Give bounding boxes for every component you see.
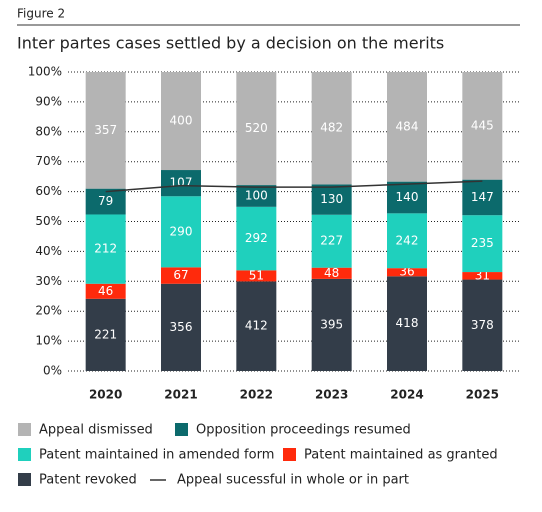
legend-swatch [18, 423, 31, 436]
y-tick-label: 50% [35, 214, 62, 228]
bar-segment [236, 270, 277, 282]
data-label: 445 [471, 118, 494, 132]
bar-segment [236, 72, 277, 186]
bar-segment [236, 206, 277, 271]
data-label: 46 [98, 284, 113, 298]
legend-label: Appeal dismissed [39, 423, 153, 438]
data-label: 221 [94, 327, 117, 341]
data-label: 356 [170, 320, 193, 334]
bar-segment [311, 278, 352, 371]
bar-segment [311, 72, 352, 185]
bar-segment [85, 214, 126, 284]
data-label: 520 [245, 121, 268, 135]
line [105, 180, 483, 193]
bar-segment [387, 276, 427, 371]
data-label: 235 [471, 236, 494, 250]
bar-segment [462, 179, 503, 216]
bar-segment [387, 181, 427, 214]
bar-segment [311, 214, 352, 268]
bar-segment [161, 170, 201, 197]
figure-label: Figure 2 [17, 7, 65, 21]
data-label: 242 [396, 233, 419, 247]
bar-segment [161, 72, 201, 171]
y-tick-label: 90% [35, 94, 62, 108]
x-tick-label: 2022 [240, 388, 273, 402]
y-tick-label: 20% [35, 304, 62, 318]
y-tick-label: 10% [35, 334, 62, 348]
bar-segment [236, 281, 277, 371]
x-tick-label: 2020 [89, 388, 122, 402]
y-tick-label: 70% [35, 154, 62, 168]
bar-segment [311, 267, 352, 279]
bar-segment [161, 196, 201, 268]
x-tick-label: 2024 [390, 388, 423, 402]
data-label: 100 [245, 188, 268, 202]
data-label: 212 [94, 242, 117, 256]
data-label: 107 [170, 176, 193, 190]
bar-segment [85, 283, 126, 299]
bar-segment [311, 184, 352, 215]
data-label: 36 [399, 265, 414, 279]
y-tick-label: 80% [35, 124, 62, 138]
data-label: 290 [170, 224, 193, 238]
legend-swatch [18, 448, 31, 461]
y-tick-label: 100% [28, 65, 62, 79]
x-tick-label: 2025 [466, 388, 499, 402]
y-tick-label: 30% [35, 274, 62, 288]
data-label: 378 [471, 318, 494, 332]
bar-segment [462, 215, 503, 273]
x-tick-label: 2021 [164, 388, 197, 402]
legend-label: Patent maintained in amended form [39, 448, 274, 463]
y-tick-label: 40% [35, 244, 62, 258]
legend-label: Opposition proceedings resumed [196, 423, 411, 438]
bar-segment [462, 272, 503, 280]
legend-label: Patent maintained as granted [304, 448, 498, 463]
bar-segment [85, 72, 126, 189]
legend-swatch [18, 473, 31, 486]
bar-segment [236, 185, 277, 207]
data-label: 412 [245, 319, 268, 333]
data-label: 484 [396, 119, 419, 133]
data-label: 395 [320, 317, 343, 331]
bar-segment [85, 188, 126, 215]
bar-segment [387, 213, 427, 269]
data-label: 51 [249, 268, 264, 282]
data-label: 482 [320, 121, 343, 135]
data-label: 400 [170, 114, 193, 128]
data-label: 292 [245, 231, 268, 245]
bar-segment [387, 72, 427, 182]
legend-swatch [283, 448, 296, 461]
data-label: 79 [98, 194, 113, 208]
data-label: 130 [320, 192, 343, 206]
chart-title: Inter partes cases settled by a decision… [17, 34, 444, 53]
bar-segment [462, 279, 503, 371]
x-tick-label: 2023 [315, 388, 348, 402]
bar-segment [85, 298, 126, 371]
bar-segment [387, 268, 427, 277]
bar-segment [161, 267, 201, 284]
data-label: 227 [320, 234, 343, 248]
legend-label: Patent revoked [39, 473, 137, 488]
data-label: 147 [471, 190, 494, 204]
data-label: 67 [173, 268, 188, 282]
bar-segment [462, 72, 503, 180]
y-tick-label: 0% [43, 364, 62, 378]
data-label: 418 [396, 316, 419, 330]
y-tick-label: 60% [35, 184, 62, 198]
data-label: 357 [94, 123, 117, 137]
legend-label: Appeal sucessful in whole or in part [177, 473, 409, 488]
data-label: 140 [396, 190, 419, 204]
data-label: 48 [324, 266, 339, 280]
legend-swatch [175, 423, 188, 436]
bar-segment [161, 283, 201, 371]
